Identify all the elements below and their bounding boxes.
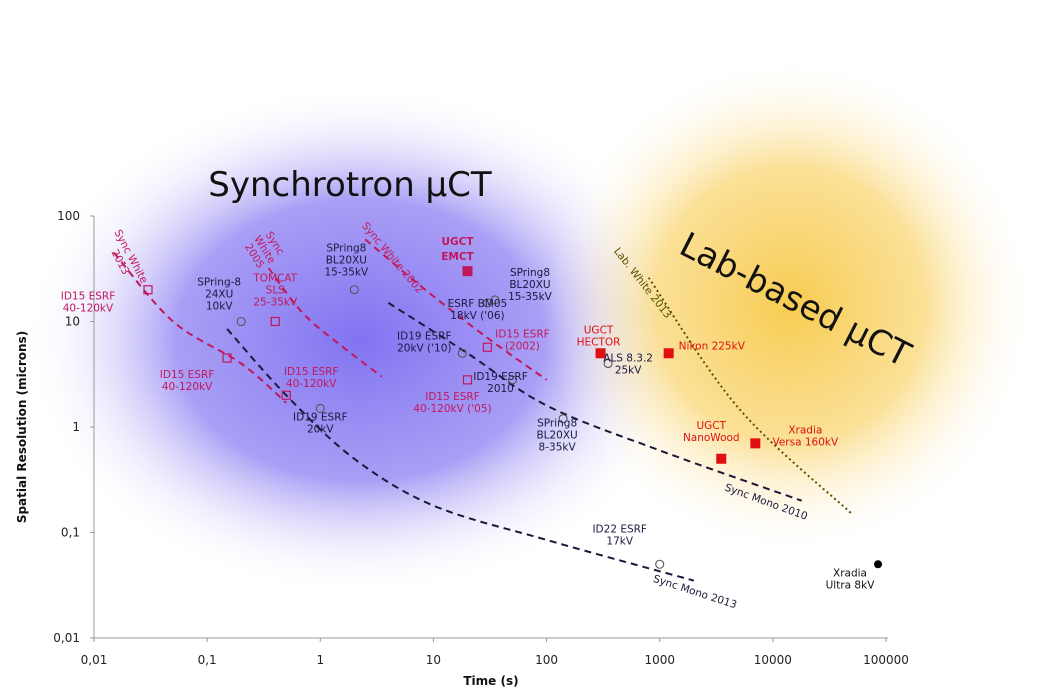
y-axis-title: Spatial Resolution (microns) xyxy=(15,331,29,523)
point-label: Nikon 225kV xyxy=(679,340,746,352)
lab-region xyxy=(545,55,1035,555)
series-line xyxy=(387,302,803,502)
series-line xyxy=(113,251,287,404)
data-point xyxy=(270,316,280,327)
y-tick-label: 100 xyxy=(57,209,80,223)
y-tick-label: 0,01 xyxy=(53,631,80,645)
point-label: Xradia Versa 160kV xyxy=(772,424,839,448)
point-label: Xradia Ultra 8kV xyxy=(826,567,876,591)
data-point xyxy=(482,342,493,352)
point-label: SPring-8 24XU 10kV xyxy=(197,277,241,313)
series-line xyxy=(364,238,548,381)
data-point xyxy=(507,375,518,385)
point-label: ID19 ESRF 20kV ('10) xyxy=(397,330,452,354)
data-point xyxy=(457,348,467,358)
x-tick-label: 0,01 xyxy=(81,653,108,667)
data-point xyxy=(595,348,606,359)
series-label: Sync Mono 2013 xyxy=(652,573,739,611)
point-label: SPring8 BL20XU 15-35kV xyxy=(324,243,369,279)
series-layer xyxy=(113,238,853,582)
data-point xyxy=(222,353,232,363)
y-tick-label: 1 xyxy=(72,420,80,434)
synchrotron-region xyxy=(25,85,695,595)
point-label: ID15 ESRF 40-120kV xyxy=(160,369,215,393)
x-ticks: 0,01 0,1 1 10 100 1000 10000 100000 xyxy=(81,638,909,667)
data-point xyxy=(143,285,153,295)
points-layer xyxy=(143,266,883,569)
data-point xyxy=(750,438,761,449)
point-label: ID19 ESRF 20kV xyxy=(293,411,348,435)
data-point xyxy=(349,285,359,295)
x-tick-label: 1000 xyxy=(644,653,675,667)
data-point xyxy=(462,375,473,385)
data-point xyxy=(315,403,325,413)
data-point xyxy=(281,390,291,400)
data-point xyxy=(874,560,883,569)
point-label: ID15 ESRF (2002) xyxy=(495,328,550,352)
axes: 0,01 0,1 1 10 100 1000 10000 100000 0,01 0,1 1 10 1… xyxy=(53,209,909,667)
point-label: UGCT EMCT xyxy=(441,236,474,263)
region-label-synchrotron: Synchrotron µCT xyxy=(208,165,492,205)
point-label: TOMCAT SLS 25-35kV xyxy=(252,273,298,309)
point-label: ID15 ESRF 40-120kV xyxy=(284,366,339,390)
data-point xyxy=(490,295,500,305)
x-tick-label: 10000 xyxy=(754,653,792,667)
x-tick-label: 10 xyxy=(426,653,441,667)
data-point xyxy=(655,559,665,569)
data-point xyxy=(482,298,492,308)
data-point xyxy=(462,266,473,277)
data-point xyxy=(603,358,613,369)
x-tick-label: 100 xyxy=(535,653,558,667)
point-label: ID15 ESRF 40-120kV ('05) xyxy=(413,391,491,415)
point-label: ID15 ESRF 40-120kV xyxy=(61,291,116,315)
series-line xyxy=(226,328,695,582)
x-tick-label: 1 xyxy=(316,653,324,667)
y-tick-label: 0,1 xyxy=(61,526,80,540)
point-label: ESRF BM05 18kV ('06) xyxy=(448,298,508,322)
point-label: ALS 8.3.2 25kV xyxy=(603,352,653,376)
data-point xyxy=(663,348,674,359)
y-ticks: 0,01 0,1 1 10 100 xyxy=(53,209,94,645)
point-labels: ID15 ESRF 40-120kV ID15 ESRF 40-120kV ID15 E… xyxy=(61,236,875,591)
x-axis-title: Time (s) xyxy=(463,674,518,688)
x-tick-label: 0,1 xyxy=(198,653,217,667)
point-label: ID22 ESRF 17kV xyxy=(592,523,647,547)
point-label: ID19 ESRF 2010 xyxy=(473,371,528,395)
point-label: UGCT NanoWood xyxy=(683,420,740,444)
x-tick-label: 100000 xyxy=(863,653,909,667)
series-line xyxy=(267,267,383,378)
data-point xyxy=(236,316,246,327)
point-label: UGCT HECTOR xyxy=(577,324,621,348)
y-tick-label: 10 xyxy=(65,315,80,329)
point-label: SPring8 BL20XU 15-35kV xyxy=(508,267,553,303)
point-label: SPring8 BL20XU 8-35kV xyxy=(536,418,577,454)
data-point xyxy=(716,453,727,464)
data-point xyxy=(558,414,568,424)
